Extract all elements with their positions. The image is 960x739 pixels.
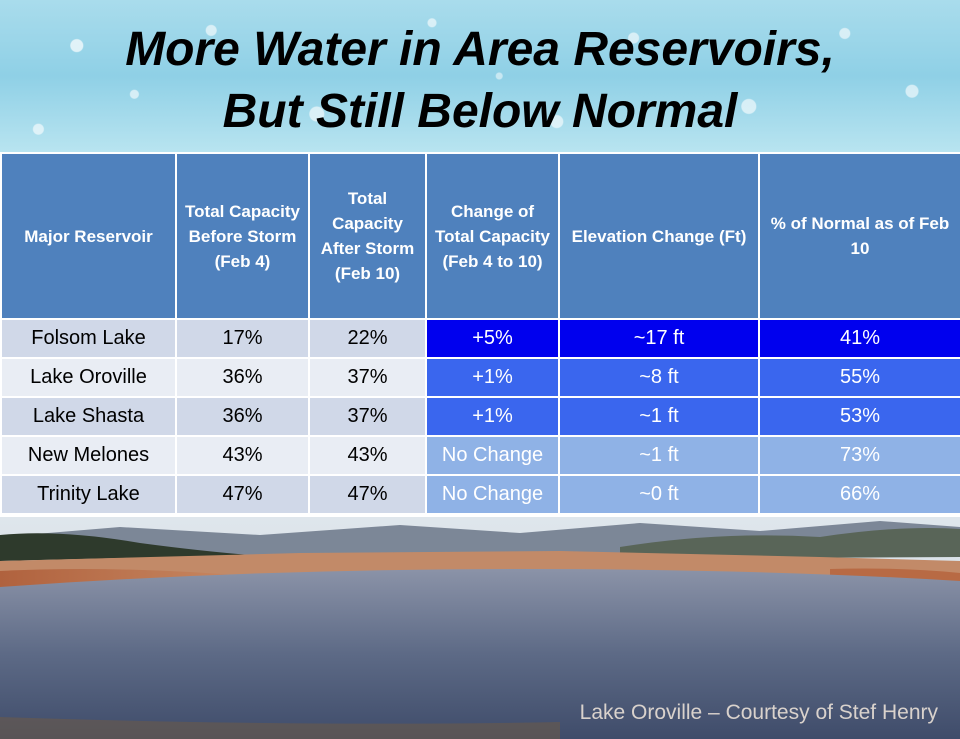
header-capacity-before: Total Capacity Before Storm (Feb 4) (175, 152, 310, 320)
reservoir-table: Major Reservoir Total Capacity Before St… (0, 152, 960, 515)
percent-normal: 41% (758, 318, 960, 359)
reservoir-name: New Melones (0, 435, 177, 476)
capacity-change: +1% (425, 396, 560, 437)
header-major-reservoir: Major Reservoir (0, 152, 177, 320)
percent-normal: 55% (758, 357, 960, 398)
elevation-change: ~0 ft (558, 474, 760, 515)
capacity-change: No Change (425, 435, 560, 476)
lake-landscape-illustration (0, 517, 960, 739)
percent-normal: 73% (758, 435, 960, 476)
capacity-before: 43% (175, 435, 310, 476)
capacity-change: +1% (425, 357, 560, 398)
header-elevation-change: Elevation Change (Ft) (558, 152, 760, 320)
table-row: New Melones 43% 43% No Change ~1 ft 73% (0, 435, 960, 476)
percent-normal: 66% (758, 474, 960, 515)
reservoir-name: Lake Shasta (0, 396, 177, 437)
percent-normal: 53% (758, 396, 960, 437)
elevation-change: ~17 ft (558, 318, 760, 359)
capacity-after: 43% (308, 435, 427, 476)
capacity-change: No Change (425, 474, 560, 515)
slide-title-line-2: But Still Below Normal (222, 85, 738, 138)
capacity-before: 17% (175, 318, 310, 359)
elevation-change: ~8 ft (558, 357, 760, 398)
capacity-after: 47% (308, 474, 427, 515)
water-droplet-banner: More Water in Area Reservoirs, But Still… (0, 0, 960, 152)
header-capacity-after: Total Capacity After Storm (Feb 10) (308, 152, 427, 320)
table-header-row: Major Reservoir Total Capacity Before St… (0, 152, 960, 320)
capacity-before: 36% (175, 396, 310, 437)
elevation-change: ~1 ft (558, 396, 760, 437)
reservoir-name: Trinity Lake (0, 474, 177, 515)
table-row: Lake Oroville 36% 37% +1% ~8 ft 55% (0, 357, 960, 398)
reservoir-name: Lake Oroville (0, 357, 177, 398)
lake-oroville-photo: Lake Oroville – Courtesy of Stef Henry (0, 517, 960, 739)
capacity-after: 37% (308, 357, 427, 398)
table-row: Folsom Lake 17% 22% +5% ~17 ft 41% (0, 318, 960, 359)
photo-caption: Lake Oroville – Courtesy of Stef Henry (579, 701, 938, 724)
capacity-after: 22% (308, 318, 427, 359)
reservoir-name: Folsom Lake (0, 318, 177, 359)
elevation-change: ~1 ft (558, 435, 760, 476)
header-percent-normal: % of Normal as of Feb 10 (758, 152, 960, 320)
slide-title-line-1: More Water in Area Reservoirs, (125, 23, 835, 76)
table-row: Trinity Lake 47% 47% No Change ~0 ft 66% (0, 474, 960, 515)
capacity-change: +5% (425, 318, 560, 359)
table-row: Lake Shasta 36% 37% +1% ~1 ft 53% (0, 396, 960, 437)
capacity-before: 36% (175, 357, 310, 398)
capacity-before: 47% (175, 474, 310, 515)
header-capacity-change: Change of Total Capacity (Feb 4 to 10) (425, 152, 560, 320)
capacity-after: 37% (308, 396, 427, 437)
